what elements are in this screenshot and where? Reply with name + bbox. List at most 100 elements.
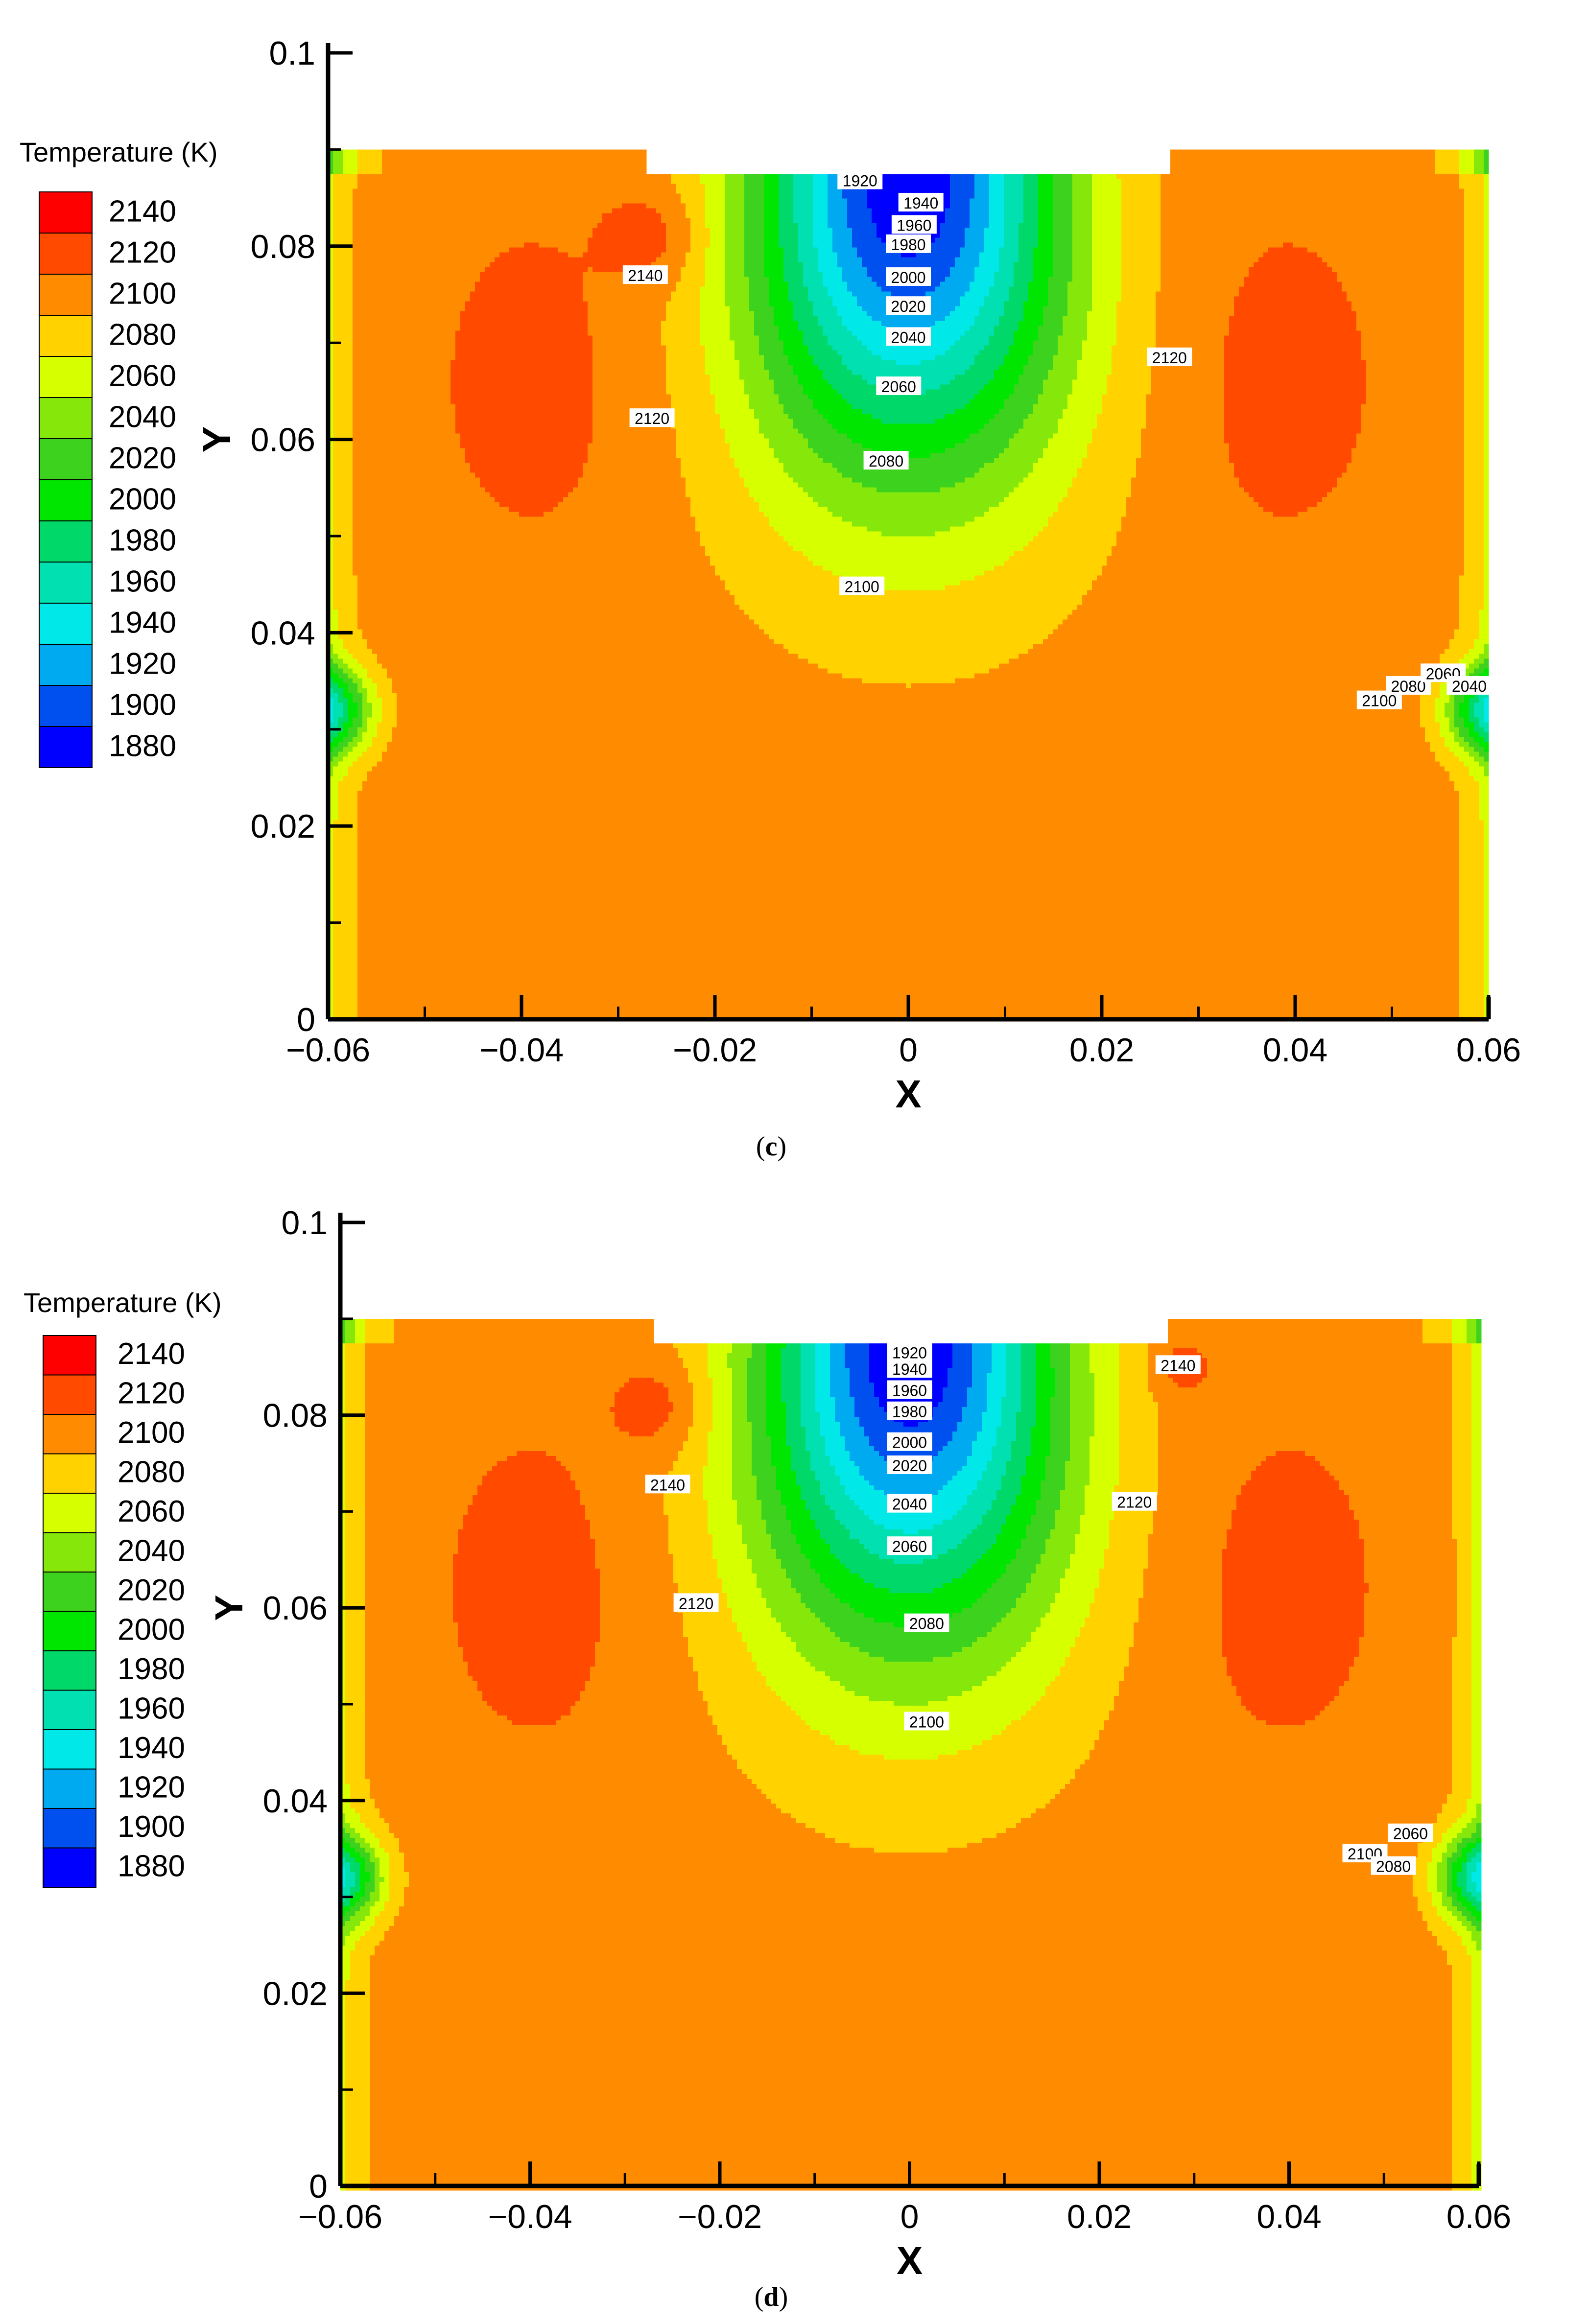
legend-label: 2080 (109, 318, 176, 352)
y-axis-label: Y (207, 1595, 251, 1621)
caption-letter: c (765, 1131, 778, 1162)
contour-label: 2120 (1152, 349, 1187, 367)
legend-swatch (39, 562, 92, 603)
legend-label: 1980 (118, 1652, 185, 1686)
y-axis-label: Y (195, 426, 238, 452)
contour-label: 2060 (881, 378, 916, 396)
y-tick-label: 0.08 (251, 228, 315, 265)
contour-label: 2080 (909, 1615, 944, 1633)
x-tick-label: 0 (901, 2198, 919, 2235)
contour-plot-d: 00.020.040.060.080.1−0.06 −0.04 −0.02 0 0.02… (0, 1170, 1588, 2324)
legend-label: 2100 (118, 1416, 185, 1450)
legend-swatch (39, 356, 92, 398)
legend-swatch (43, 1848, 96, 1888)
x-tick-label: 0.04 (1263, 1032, 1327, 1069)
legend-swatch (43, 1612, 96, 1651)
legend: Temperature (K)2140212021002080206020402… (20, 137, 218, 768)
legend: Temperature (K)2140212021002080206020402… (24, 1287, 222, 1887)
panel-caption-d: (d) (722, 2281, 820, 2313)
contour-panel-c: 0 0.02 0.04 0.06 0.08 0.1 −0.06 −0.04 −0.02 0 0.02… (0, 0, 1588, 1165)
legend-label: 1900 (118, 1810, 185, 1844)
contour-label: 2080 (869, 452, 903, 470)
contour-label: 2080 (1376, 1858, 1411, 1876)
legend-swatch (43, 1651, 96, 1690)
legend-label: 2020 (109, 441, 176, 475)
legend-swatch (39, 521, 92, 562)
x-tick-label: 0.04 (1256, 2198, 1321, 2235)
y-tick-label: 0.02 (263, 1975, 328, 2012)
y-tick-label: 0.1 (269, 35, 315, 72)
legend-swatch (43, 1375, 96, 1415)
legend-swatch (39, 315, 92, 356)
contour-label: 2140 (650, 1476, 685, 1494)
legend-label: 1880 (109, 729, 176, 763)
contour-label: 2120 (679, 1595, 713, 1612)
contour-label: 2020 (892, 1457, 927, 1475)
legend-swatch (43, 1808, 96, 1848)
x-tick-label: 0.06 (1456, 1032, 1521, 1069)
legend-label: 1960 (118, 1691, 185, 1725)
legend-swatch (43, 1493, 96, 1533)
contour-label: 2140 (1161, 1357, 1195, 1374)
y-tick-label: 0.04 (263, 1783, 328, 1820)
legend-label: 2140 (118, 1337, 185, 1371)
contour-label: 2060 (892, 1538, 927, 1555)
legend-title: Temperature (K) (20, 137, 218, 167)
contour-label: 2140 (628, 267, 663, 284)
x-tick-label: −0.02 (678, 2198, 762, 2235)
legend-title: Temperature (K) (24, 1287, 222, 1318)
legend-swatch (39, 274, 92, 315)
x-tick-label: −0.02 (673, 1032, 757, 1069)
x-axis-label: X (895, 1072, 921, 1116)
contour-label: 2000 (891, 269, 925, 286)
contour-label: 2000 (892, 1434, 927, 1452)
y-tick-label: 0.02 (251, 808, 315, 845)
legend-swatch (43, 1572, 96, 1612)
legend-swatch (39, 192, 92, 233)
legend-swatch (43, 1533, 96, 1573)
x-axis-label: X (897, 2239, 923, 2282)
y-tick-label: 0.1 (281, 1204, 328, 1242)
contour-label: 1980 (892, 1403, 927, 1421)
x-tick-label: −0.06 (286, 1032, 370, 1069)
contour-label: 1940 (903, 194, 938, 212)
legend-swatch (39, 644, 92, 685)
legend-label: 2020 (118, 1573, 185, 1607)
legend-label: 2040 (118, 1534, 185, 1568)
legend-label: 2000 (118, 1613, 185, 1646)
legend-swatch (43, 1730, 96, 1769)
legend-swatch (43, 1690, 96, 1730)
legend-label: 2120 (109, 235, 176, 269)
legend-swatch (39, 603, 92, 644)
legend-swatch (39, 480, 92, 521)
legend-label: 1940 (109, 606, 176, 639)
legend-swatch (39, 439, 92, 480)
legend-swatch (43, 1454, 96, 1494)
x-tick-label: 0.06 (1446, 2198, 1511, 2235)
y-tick-label: 0.04 (251, 614, 315, 652)
x-tick-label: 0 (899, 1032, 918, 1069)
legend-swatch (39, 685, 92, 727)
contour-label: 2120 (635, 410, 669, 427)
contour-label: 2100 (845, 578, 879, 596)
legend-swatch (39, 398, 92, 439)
legend-label: 2060 (118, 1495, 185, 1528)
contour-label: 1940 (892, 1361, 927, 1378)
contour-label: 2020 (891, 298, 925, 315)
legend-label: 2040 (109, 400, 176, 434)
y-tick-label: 0.08 (263, 1397, 328, 1434)
legend-label: 2120 (118, 1376, 185, 1410)
x-tick-label: −0.04 (488, 2198, 572, 2235)
contour-label: 1960 (897, 216, 931, 234)
legend-label: 1920 (118, 1770, 185, 1804)
x-tick-label: −0.06 (298, 2198, 382, 2235)
legend-label: 1980 (109, 523, 176, 557)
x-tick-label: 0.02 (1069, 1032, 1134, 1069)
legend-label: 1880 (118, 1849, 185, 1883)
legend-swatch (43, 1336, 96, 1375)
legend-swatch (39, 233, 92, 274)
legend-label: 2000 (109, 482, 176, 516)
legend-label: 2060 (109, 359, 176, 393)
legend-swatch (39, 727, 92, 768)
legend-label: 1900 (109, 688, 176, 722)
